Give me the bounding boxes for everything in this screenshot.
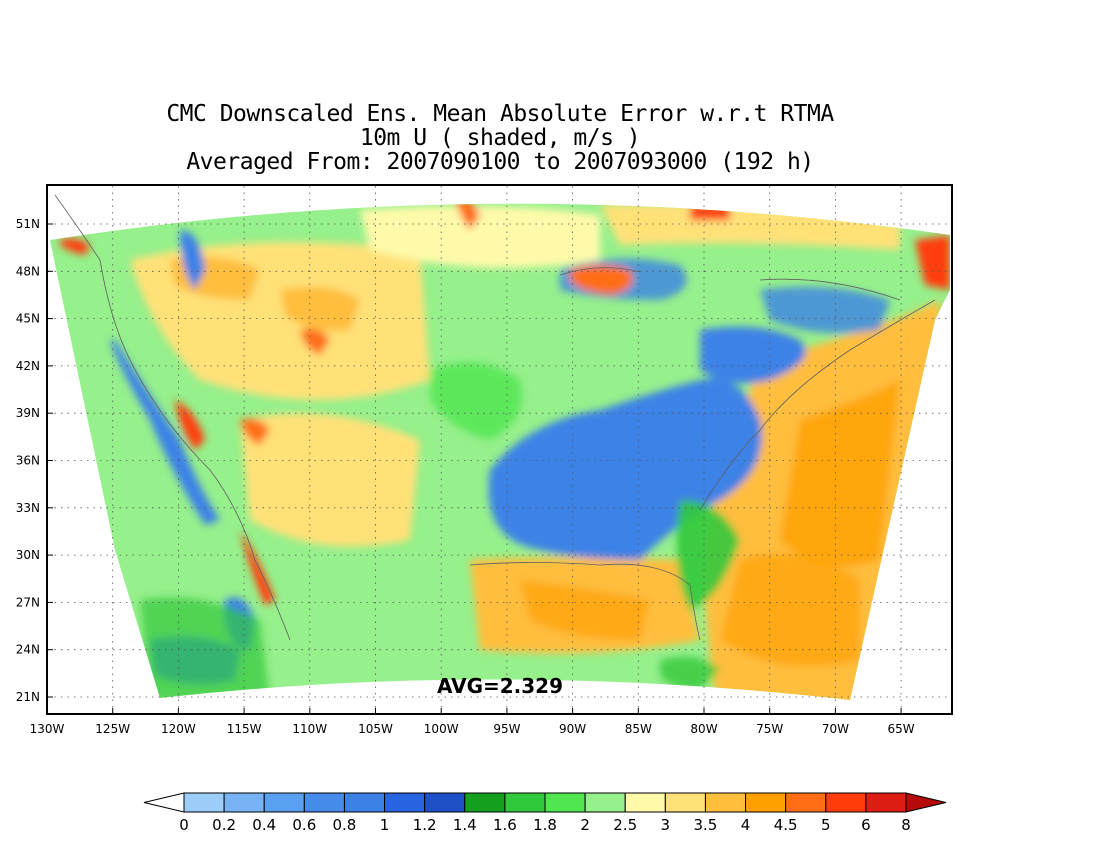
lat-tick-label: 42N [16,359,40,373]
colorbar-label: 3.5 [694,816,718,834]
colorbar-swatch [785,792,827,813]
colorbar-swatch [303,792,345,813]
coastline [54,194,936,641]
lon-tick-label: 115W [227,722,262,736]
lon-tick-label: 85W [625,722,652,736]
lon-tick-label: 80W [690,722,717,736]
title-line-2: 10m U ( shaded, m/s ) [359,125,641,151]
colorbar-labels: 0 0.2 0.4 0.6 0.8 1 1.2 1.4 1.6 1.8 2 2.5 3 3.5 4 4.5 5 6… [179,816,911,834]
colorbar-swatch [704,792,747,813]
shaded-error-field [50,203,950,700]
colorbar-label: 1.4 [453,816,477,834]
colorbar-under-triangle [143,792,185,813]
lat-lon-grid [48,186,951,713]
title-line-1: CMC Downscaled Ens. Mean Absolute Error … [166,101,834,127]
lat-tick-label: 30N [16,548,40,562]
colorbar-label: 3 [661,816,671,834]
colorbar-swatch [584,792,626,813]
colorbar-label: 2 [580,816,590,834]
map-frame [46,184,953,715]
lat-tick-label: 39N [16,406,40,420]
latitude-labels: 51N 48N 45N 42N 39N 36N 33N 30N 27N 24N 21N [16,217,53,704]
colorbar-swatch [745,792,787,813]
colorbar-swatch [825,792,867,813]
colorbar-swatch [624,792,666,813]
colorbar-over-triangle [905,792,947,813]
lat-tick-label: 27N [16,595,40,609]
colorbar-label: 1.2 [413,816,437,834]
lat-tick-label: 24N [16,643,40,657]
average-label: AVG=2.329 [437,674,563,698]
lon-tick-label: 130W [30,722,65,736]
lon-tick-label: 100W [424,722,459,736]
colorbar-swatch [183,792,225,813]
colorbar-swatch [223,792,265,813]
colorbar-swatch [464,792,506,813]
colorbar-label: 4 [741,816,751,834]
colorbar-label: 0.8 [333,816,357,834]
lon-tick-label: 110W [292,722,327,736]
colorbar [143,792,947,813]
lon-tick-label: 65W [888,722,915,736]
colorbar-swatch [664,792,706,813]
colorbar-label: 1.8 [533,816,557,834]
colorbar-label: 1 [380,816,390,834]
colorbar-swatch [384,792,426,813]
lat-tick-label: 48N [16,264,40,278]
lon-tick-label: 95W [493,722,520,736]
lat-tick-label: 36N [16,454,40,468]
title-line-3: Averaged From: 2007090100 to 2007093000 … [186,149,814,175]
lat-tick-label: 21N [16,690,40,704]
colorbar-swatch [424,792,466,813]
lon-tick-label: 75W [756,722,783,736]
colorbar-label: 0 [179,816,189,834]
colorbar-label: 8 [901,816,911,834]
colorbar-label: 0.4 [252,816,276,834]
colorbar-label: 6 [861,816,871,834]
colorbar-label: 2.5 [613,816,637,834]
map-title: CMC Downscaled Ens. Mean Absolute Error … [0,102,1000,174]
colorbar-swatch [544,792,586,813]
colorbar-swatch [343,792,386,813]
colorbar-label: 4.5 [774,816,798,834]
colorbar-swatch [504,792,546,813]
colorbar-swatch [865,792,907,813]
lon-tick-label: 120W [161,722,196,736]
lon-tick-label: 125W [95,722,130,736]
colorbar-label: 5 [821,816,831,834]
lat-tick-label: 45N [16,312,40,326]
colorbar-label: 1.6 [493,816,517,834]
lat-tick-label: 51N [16,217,40,231]
colorbar-label: 0.6 [292,816,316,834]
longitude-labels: 130W 125W 120W 115W 110W 105W 100W 95W 90W 85W 80W… [30,708,915,736]
lon-tick-label: 70W [822,722,849,736]
colorbar-swatch [263,792,305,813]
colorbar-label: 0.2 [212,816,236,834]
lon-tick-label: 105W [358,722,393,736]
lat-tick-label: 33N [16,501,40,515]
lon-tick-label: 90W [559,722,586,736]
